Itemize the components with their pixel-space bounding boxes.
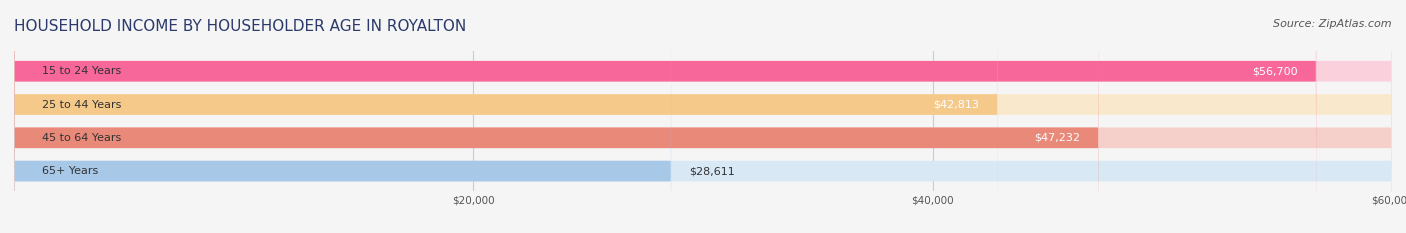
Text: 25 to 44 Years: 25 to 44 Years: [42, 99, 121, 110]
Text: 65+ Years: 65+ Years: [42, 166, 98, 176]
FancyBboxPatch shape: [14, 0, 1098, 233]
FancyBboxPatch shape: [14, 0, 1392, 233]
FancyBboxPatch shape: [14, 0, 1392, 233]
Text: Source: ZipAtlas.com: Source: ZipAtlas.com: [1274, 19, 1392, 29]
Text: HOUSEHOLD INCOME BY HOUSEHOLDER AGE IN ROYALTON: HOUSEHOLD INCOME BY HOUSEHOLDER AGE IN R…: [14, 19, 467, 34]
FancyBboxPatch shape: [14, 0, 997, 233]
Text: $28,611: $28,611: [689, 166, 735, 176]
Text: $56,700: $56,700: [1253, 66, 1298, 76]
Text: $47,232: $47,232: [1035, 133, 1080, 143]
FancyBboxPatch shape: [14, 0, 1392, 233]
FancyBboxPatch shape: [14, 0, 1316, 233]
Text: $42,813: $42,813: [934, 99, 979, 110]
Text: 15 to 24 Years: 15 to 24 Years: [42, 66, 121, 76]
FancyBboxPatch shape: [14, 0, 1392, 233]
Text: 45 to 64 Years: 45 to 64 Years: [42, 133, 121, 143]
FancyBboxPatch shape: [14, 0, 671, 233]
